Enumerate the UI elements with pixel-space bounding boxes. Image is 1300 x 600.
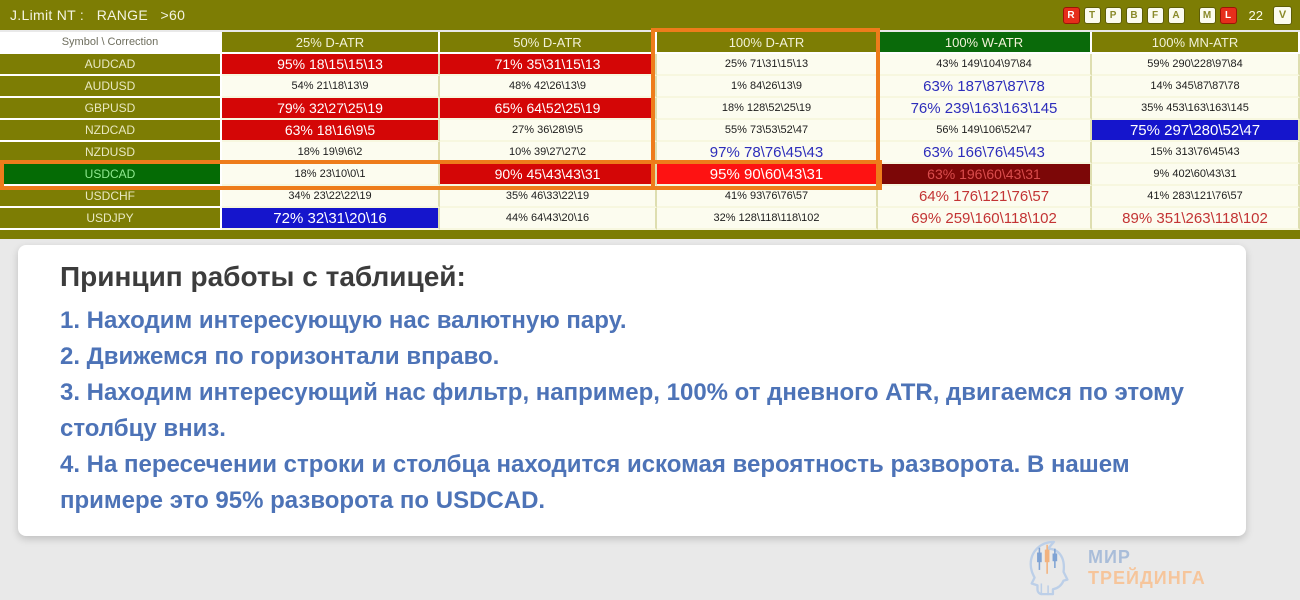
note-item-1: 1. Находим интересующую нас валютную пар… [60, 307, 627, 334]
value-cell-usdcad-0: 18% 23\10\0\1 [222, 164, 440, 186]
symbol-cell-usdchf: USDCHF [0, 186, 222, 208]
value-cell-audusd-4: 14% 345\87\87\78 [1092, 76, 1300, 98]
column-header-25-d-atr: 25% D-ATR [222, 32, 440, 54]
symbol-cell-usdjpy: USDJPY [0, 208, 222, 230]
note-item-4: 4. На пересечении строки и столбца наход… [60, 451, 1130, 514]
value-cell-audusd-0: 54% 21\18\13\9 [222, 76, 440, 98]
value-cell-audcad-2: 25% 71\31\15\13 [657, 54, 878, 76]
column-header-100-mn-atr: 100% MN-ATR [1092, 32, 1300, 54]
value-cell-usdjpy-1: 44% 64\43\20\16 [440, 208, 657, 230]
note-item-2: 2. Движемся по горизонтали вправо. [60, 343, 500, 370]
symbol-cell-nzdusd: NZDUSD [0, 142, 222, 164]
value-cell-audcad-0: 95% 18\15\15\13 [222, 54, 440, 76]
value-cell-nzdusd-3: 63% 166\76\45\43 [878, 142, 1092, 164]
value-cell-usdchf-0: 34% 23\22\22\19 [222, 186, 440, 208]
topbar-button-t[interactable]: T [1083, 6, 1101, 24]
value-cell-audusd-2: 1% 84\26\13\9 [657, 76, 878, 98]
symbol-cell-audcad: AUDCAD [0, 54, 222, 76]
symbol-cell-audusd: AUDUSD [0, 76, 222, 98]
value-cell-nzdcad-3: 56% 149\106\52\47 [878, 120, 1092, 142]
topbar-button-a[interactable]: A [1167, 6, 1185, 24]
value-cell-gbpusd-2: 18% 128\52\25\19 [657, 98, 878, 120]
logo-text: МИР ТРЕЙДИНГА [1088, 547, 1206, 589]
logo-line1: МИР [1088, 547, 1131, 567]
column-header-50-d-atr: 50% D-ATR [440, 32, 657, 54]
topbar-button-l[interactable]: L [1219, 6, 1237, 24]
symbol-cell-gbpusd: GBPUSD [0, 98, 222, 120]
logo: МИР ТРЕЙДИНГА [1022, 539, 1206, 597]
value-cell-gbpusd-3: 76% 239\163\163\145 [878, 98, 1092, 120]
topbar-button-b[interactable]: B [1125, 6, 1143, 24]
value-cell-nzdcad-2: 55% 73\53\52\47 [657, 120, 878, 142]
note-item-3: 3. Находим интересующий нас фильтр, напр… [60, 379, 1184, 442]
note-items: 1. Находим интересующую нас валютную пар… [60, 303, 1206, 519]
value-cell-usdcad-4: 9% 402\60\43\31 [1092, 164, 1300, 186]
topbar-button-m[interactable]: M [1198, 6, 1216, 24]
corner-header: Symbol \ Correction [0, 32, 222, 54]
column-header-100-d-atr: 100% D-ATR [657, 32, 878, 54]
value-cell-nzdusd-4: 15% 313\76\45\43 [1092, 142, 1300, 164]
topbar-button-r[interactable]: R [1062, 6, 1080, 24]
value-cell-gbpusd-4: 35% 453\163\163\145 [1092, 98, 1300, 120]
value-cell-nzdusd-0: 18% 19\9\6\2 [222, 142, 440, 164]
value-cell-nzdusd-1: 10% 39\27\27\2 [440, 142, 657, 164]
topbar-button-f[interactable]: F [1146, 6, 1164, 24]
explanation-card: Принцип работы с таблицей: 1. Находим ин… [18, 245, 1246, 536]
value-cell-usdchf-4: 41% 283\121\76\57 [1092, 186, 1300, 208]
value-cell-usdchf-1: 35% 46\33\22\19 [440, 186, 657, 208]
value-cell-usdcad-2: 95% 90\60\43\31 [657, 164, 878, 186]
value-cell-nzdcad-1: 27% 36\28\9\5 [440, 120, 657, 142]
value-cell-audcad-3: 43% 149\104\97\84 [878, 54, 1092, 76]
value-cell-usdjpy-2: 32% 128\118\118\102 [657, 208, 878, 230]
logo-line2: ТРЕЙДИНГА [1088, 568, 1206, 588]
value-cell-usdcad-3: 63% 196\60\43\31 [878, 164, 1092, 186]
indicator-title: J.Limit NT : RANGE >60 [10, 7, 186, 23]
atr-probability-table: Symbol \ Correction 25% D-ATR 50% D-ATR 100… [0, 32, 1300, 230]
value-cell-audcad-4: 59% 290\228\97\84 [1092, 54, 1300, 76]
value-cell-usdjpy-4: 89% 351\263\118\102 [1092, 208, 1300, 230]
value-cell-usdcad-1: 90% 45\43\43\31 [440, 164, 657, 186]
value-cell-audusd-1: 48% 42\26\13\9 [440, 76, 657, 98]
topbar-button-p[interactable]: P [1104, 6, 1122, 24]
value-cell-usdjpy-0: 72% 32\31\20\16 [222, 208, 440, 230]
topbar-button-v[interactable]: V [1273, 5, 1292, 25]
logo-head-icon [1029, 540, 1069, 596]
symbol-cell-usdcad: USDCAD [0, 164, 222, 186]
value-cell-audusd-3: 63% 187\87\87\78 [878, 76, 1092, 98]
table-bottom-strip [0, 230, 1300, 239]
value-cell-usdchf-2: 41% 93\76\76\57 [657, 186, 878, 208]
note-title: Принцип работы с таблицей: [60, 261, 466, 292]
explanation-area: Принцип работы с таблицей: 1. Находим ин… [0, 239, 1300, 600]
value-cell-nzdcad-4: 75% 297\280\52\47 [1092, 120, 1300, 142]
value-cell-audcad-1: 71% 35\31\15\13 [440, 54, 657, 76]
column-header-100-w-atr: 100% W-ATR [878, 32, 1092, 54]
symbol-cell-nzdcad: NZDCAD [0, 120, 222, 142]
value-cell-usdchf-3: 64% 176\121\76\57 [878, 186, 1092, 208]
pairs-count: 22 [1248, 7, 1263, 23]
value-cell-nzdcad-0: 63% 18\16\9\5 [222, 120, 440, 142]
value-cell-nzdusd-2: 97% 78\76\45\43 [657, 142, 878, 164]
value-cell-usdjpy-3: 69% 259\160\118\102 [878, 208, 1092, 230]
value-cell-gbpusd-1: 65% 64\52\25\19 [440, 98, 657, 120]
value-cell-gbpusd-0: 79% 32\27\25\19 [222, 98, 440, 120]
